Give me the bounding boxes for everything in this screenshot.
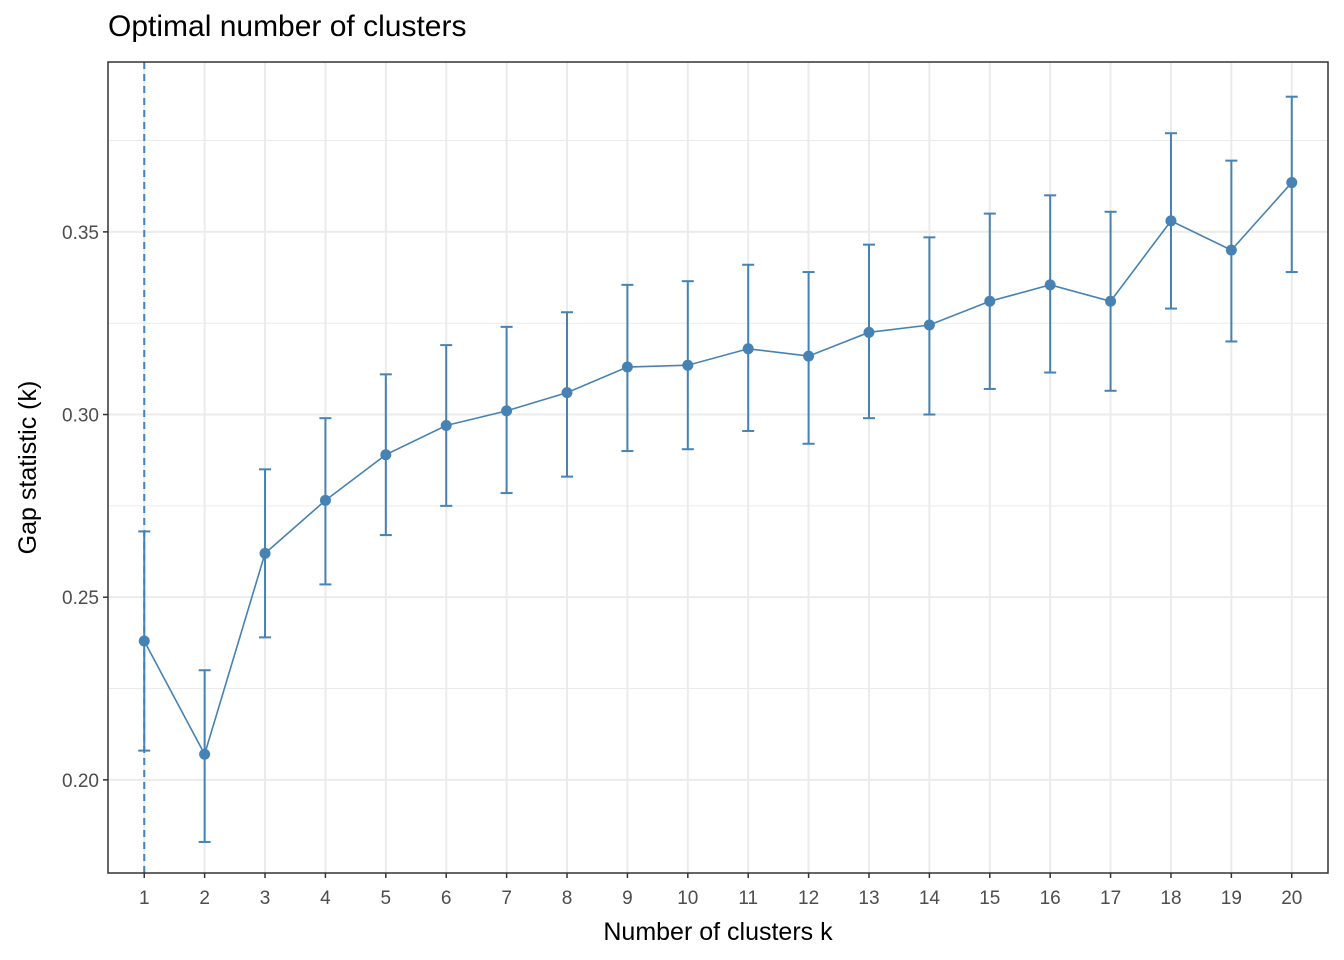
data-point xyxy=(1105,295,1117,307)
data-point xyxy=(199,748,211,760)
x-tick-label: 6 xyxy=(441,888,452,909)
x-tick-label: 7 xyxy=(501,888,512,909)
series-line xyxy=(143,182,1293,757)
data-point xyxy=(923,319,935,331)
data-point xyxy=(380,449,392,461)
data-point xyxy=(1165,215,1177,227)
data-point xyxy=(561,387,573,399)
x-tick-label: 9 xyxy=(622,888,633,909)
chart-title: Optimal number of clusters xyxy=(108,10,467,43)
y-tick-label: 0.35 xyxy=(62,223,99,244)
x-tick-label: 10 xyxy=(677,888,698,909)
x-axis-title: Number of clusters k xyxy=(603,918,833,946)
x-tick-label: 11 xyxy=(738,888,758,909)
data-point xyxy=(621,361,633,373)
data-point xyxy=(863,326,875,338)
x-tick-label: 1 xyxy=(139,888,150,909)
data-point xyxy=(682,359,694,371)
y-tick-label: 0.30 xyxy=(62,406,99,427)
x-tick-label: 4 xyxy=(320,888,331,909)
data-point xyxy=(1225,244,1237,256)
data-point xyxy=(259,547,271,559)
x-tick-label: 15 xyxy=(979,888,1000,909)
x-tick-label: 12 xyxy=(798,888,819,909)
panel-border xyxy=(107,61,1329,874)
data-point xyxy=(319,494,331,506)
y-tick-label: 0.20 xyxy=(62,771,99,792)
data-point xyxy=(440,419,452,431)
x-tick-label: 17 xyxy=(1100,888,1121,909)
x-tick-label: 18 xyxy=(1160,888,1181,909)
plot-panel xyxy=(108,62,1328,873)
x-tick-label: 3 xyxy=(260,888,271,909)
x-tick-label: 5 xyxy=(381,888,392,909)
y-axis-title: Gap statistic (k) xyxy=(14,381,42,555)
data-point xyxy=(984,295,996,307)
x-tick-label: 16 xyxy=(1040,888,1061,909)
x-tick-label: 19 xyxy=(1221,888,1242,909)
x-tick-label: 13 xyxy=(858,888,879,909)
x-tick-label: 8 xyxy=(562,888,573,909)
x-tick-label: 20 xyxy=(1281,888,1302,909)
data-point xyxy=(1044,279,1056,291)
data-point xyxy=(138,635,150,647)
data-point xyxy=(742,343,754,355)
data-point xyxy=(1286,177,1298,189)
y-tick-label: 0.25 xyxy=(62,588,99,609)
x-tick-label: 2 xyxy=(199,888,210,909)
data-point xyxy=(803,350,815,362)
x-tick-label: 14 xyxy=(919,888,941,909)
data-point xyxy=(501,405,513,417)
